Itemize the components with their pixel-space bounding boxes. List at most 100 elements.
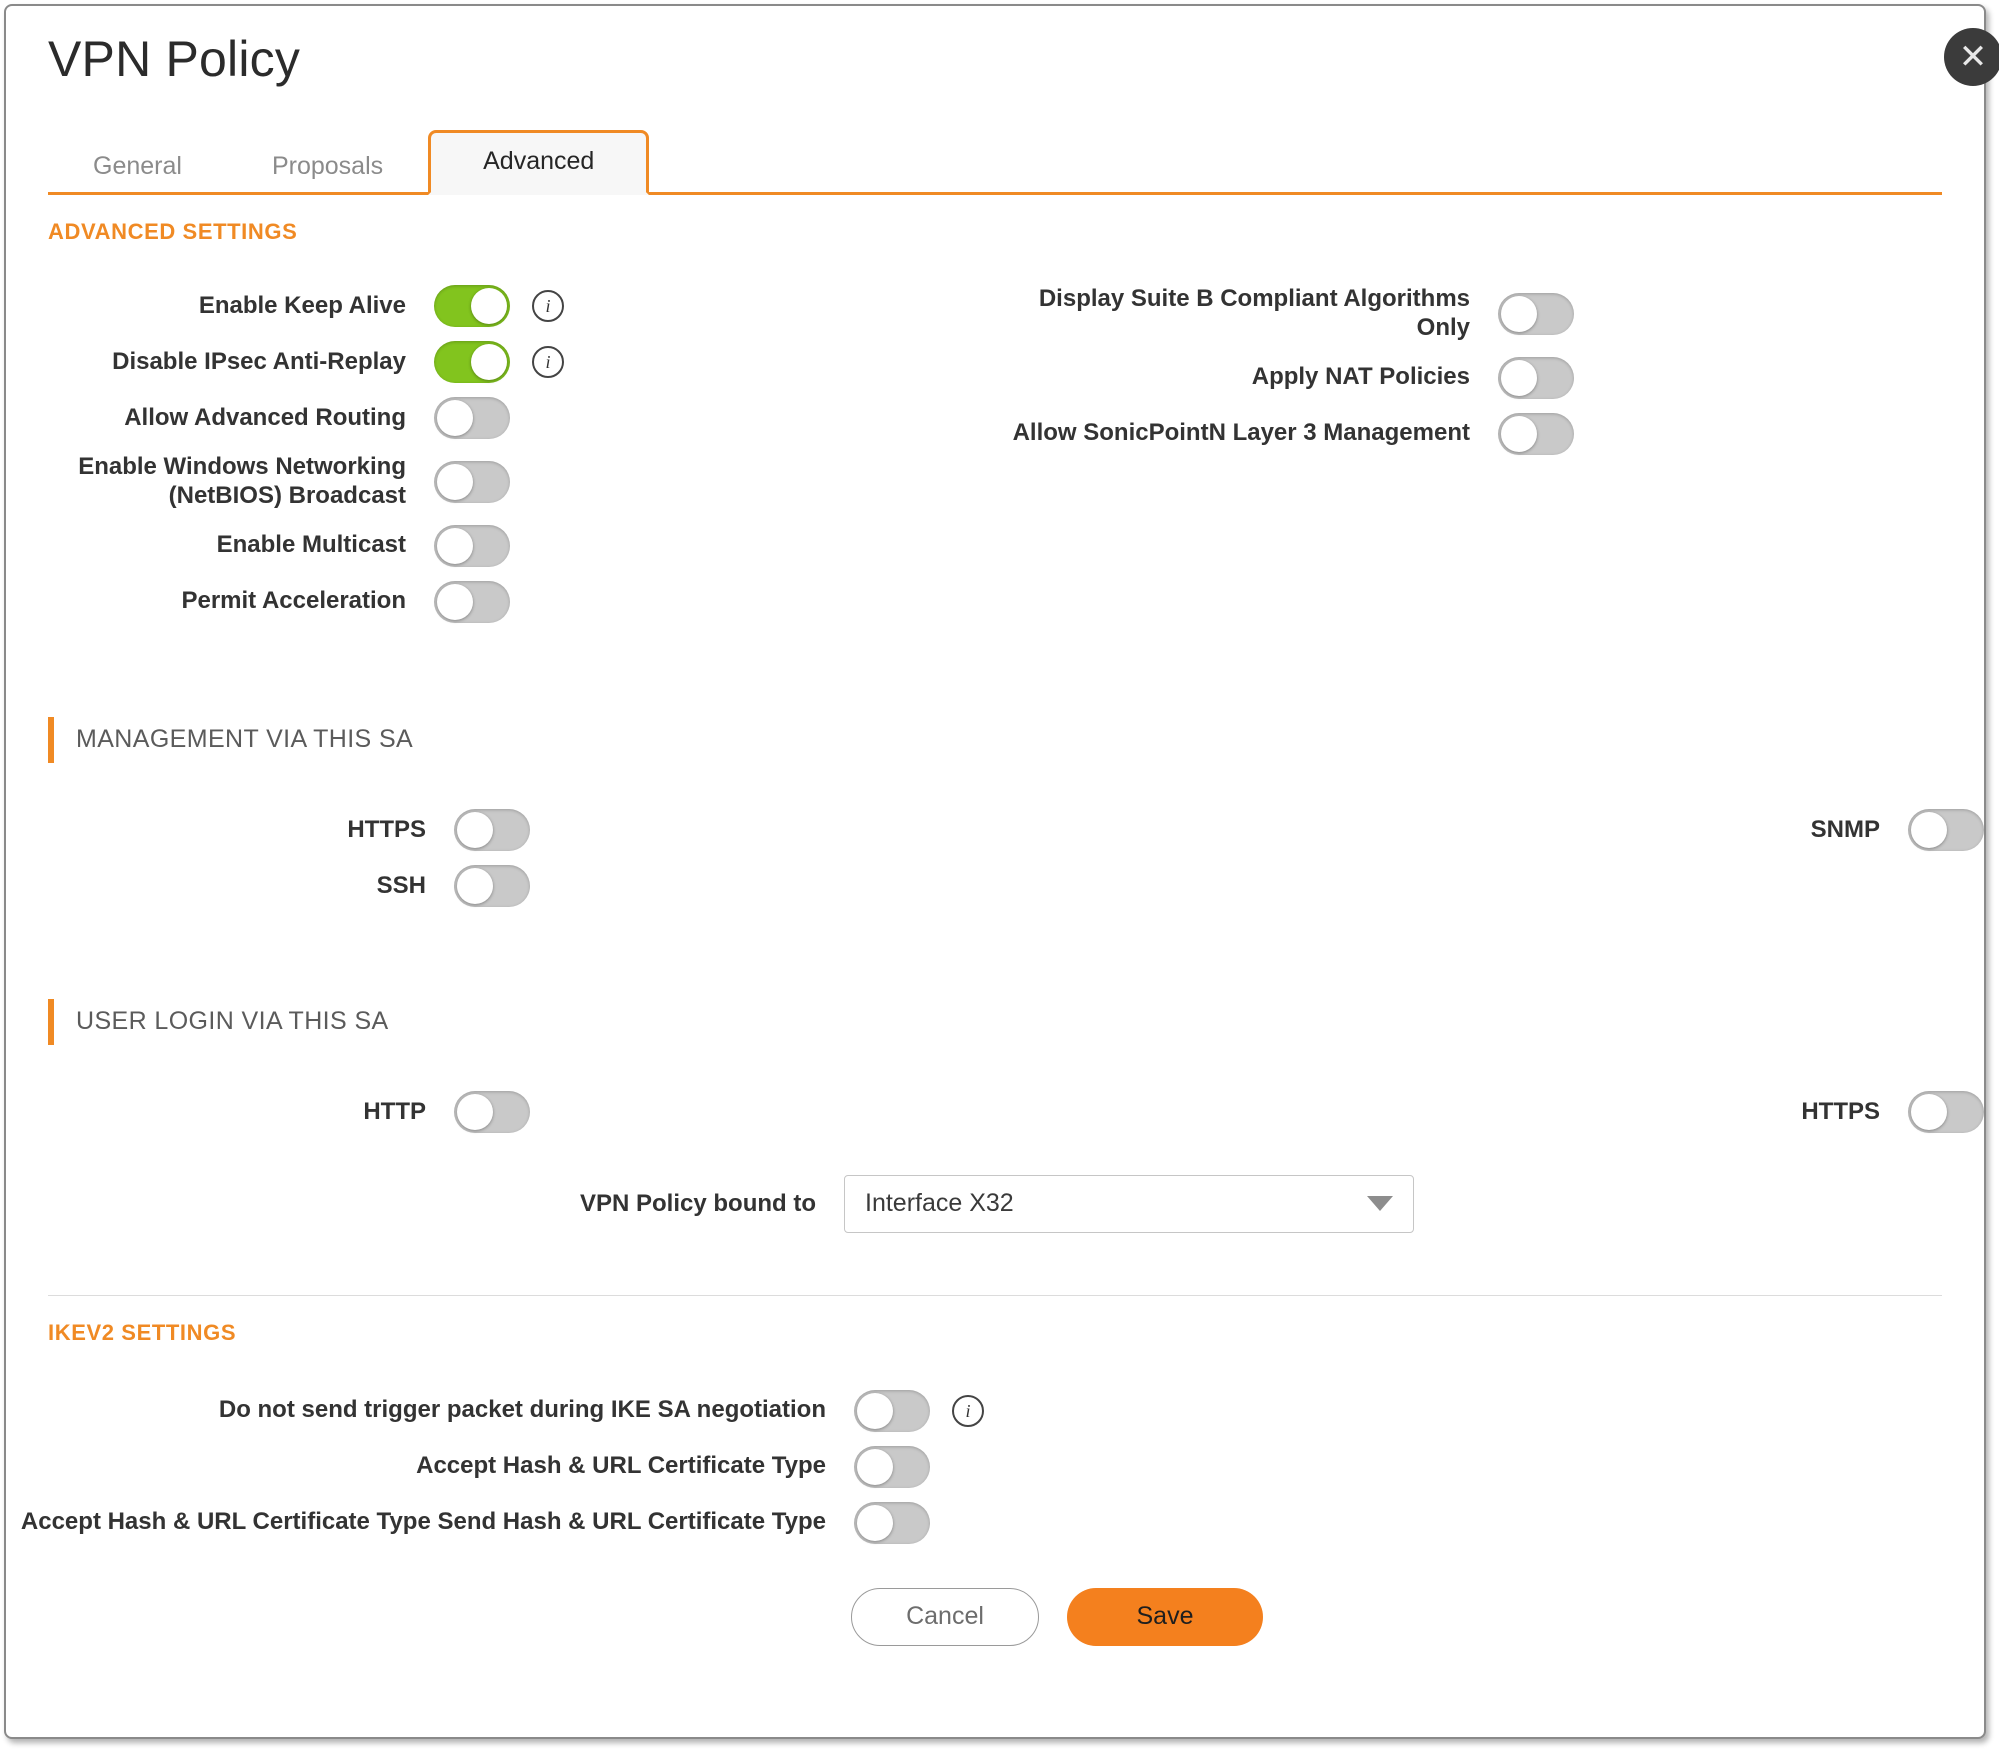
toggle-disable-ipsec-anti-replay[interactable]	[434, 341, 510, 383]
setting-row-allow-advanced-routing: Allow Advanced Routing	[6, 397, 995, 439]
toggle-knob	[437, 583, 473, 620]
setting-row-management-ssh: SSH	[6, 864, 995, 907]
user-login-sa-right-column: HTTPS	[995, 1090, 1984, 1147]
toggle-knob	[857, 1392, 893, 1429]
toggle-knob	[857, 1448, 893, 1485]
toggle-apply-nat-policies[interactable]	[1498, 356, 1574, 399]
tab-general[interactable]: General	[93, 152, 182, 180]
save-button[interactable]: Save	[1067, 1587, 1263, 1646]
toggle-knob	[857, 1504, 893, 1541]
ikev2-settings-heading: IKEV2 SETTINGS	[48, 1319, 237, 1345]
setting-label: Allow Advanced Routing	[124, 403, 406, 431]
setting-row-no-trigger-packet: Do not send trigger packet during IKE SA…	[6, 1389, 1984, 1432]
setting-label: Accept Hash & URL Certificate Type	[416, 1452, 826, 1480]
vpn-policy-bound-to-value: Interface X32	[865, 1189, 1014, 1218]
advanced-settings-heading: ADVANCED SETTINGS	[48, 219, 298, 244]
setting-row-user-login-https: HTTPS	[995, 1090, 1984, 1133]
toggle-knob	[1501, 295, 1537, 332]
setting-label: HTTPS	[1801, 1097, 1880, 1125]
setting-row-management-https: HTTPS	[6, 808, 995, 851]
vpn-policy-bound-to-label: VPN Policy bound to	[579, 1189, 816, 1217]
vpn-policy-bound-to-select[interactable]: Interface X32	[844, 1174, 1414, 1233]
toggle-no-trigger-packet[interactable]	[854, 1389, 930, 1432]
tab-proposals[interactable]: Proposals	[271, 152, 384, 180]
dialog-footer: Cancel Save	[6, 1587, 1984, 1646]
setting-label: Apply NAT Policies	[1251, 363, 1470, 391]
advanced-settings-right-column: Display Suite B Compliant Algorithms Onl…	[995, 285, 1984, 637]
setting-row-management-snmp: SNMP	[995, 808, 1984, 851]
user-login-sa-left-column: HTTP	[6, 1090, 995, 1147]
setting-label: Permit Acceleration	[181, 587, 406, 615]
info-icon[interactable]: i	[532, 290, 564, 322]
setting-label: Enable Keep Alive	[198, 291, 406, 319]
management-sa-right-column: SNMP	[995, 808, 1984, 921]
page-title: VPN Policy	[48, 31, 301, 87]
setting-label: HTTP	[363, 1097, 426, 1125]
toggle-management-ssh[interactable]	[454, 864, 530, 907]
toggle-knob	[437, 463, 473, 500]
setting-label: Accept Hash & URL Certificate Type Send …	[20, 1508, 826, 1536]
toggle-user-login-http[interactable]	[454, 1090, 530, 1133]
setting-label: SNMP	[1810, 815, 1880, 843]
toggle-knob	[457, 1093, 493, 1130]
toggle-knob	[1501, 415, 1537, 452]
setting-row-allow-sonicpointn: Allow SonicPointN Layer 3 Management	[995, 412, 1984, 455]
toggle-management-https[interactable]	[454, 808, 530, 851]
info-icon[interactable]: i	[952, 1394, 984, 1427]
section-accent-bar	[48, 716, 54, 763]
toggle-knob	[1911, 1093, 1947, 1130]
toggle-knob	[471, 288, 507, 324]
taskbar-window	[1440, 1745, 1740, 1755]
close-icon[interactable]: ✕	[1944, 28, 1999, 86]
toggle-knob	[437, 527, 473, 564]
setting-row-enable-windows-networking: Enable Windows Networking (NetBIOS) Broa…	[6, 453, 995, 511]
tab-bar: General Proposals Advanced	[48, 128, 1942, 195]
management-sa-left-column: HTTPS SSH	[6, 808, 995, 921]
cancel-button[interactable]: Cancel	[851, 1587, 1039, 1646]
management-sa-heading: MANAGEMENT VIA THIS SA	[48, 716, 1984, 763]
toggle-enable-multicast[interactable]	[434, 524, 510, 567]
setting-row-display-suite-b: Display Suite B Compliant Algorithms Onl…	[995, 285, 1984, 343]
toggle-accept-hash-url-cert[interactable]	[854, 1445, 930, 1488]
section-divider	[48, 1294, 1942, 1296]
setting-label: Enable Windows Networking (NetBIOS) Broa…	[78, 453, 406, 509]
setting-row-user-login-http: HTTP	[6, 1090, 995, 1133]
section-label: USER LOGIN VIA THIS SA	[76, 1007, 389, 1036]
setting-label: Do not send trigger packet during IKE SA…	[218, 1396, 826, 1424]
toggle-knob	[471, 344, 507, 380]
setting-label: HTTPS	[347, 815, 426, 843]
toggle-send-hash-url-cert[interactable]	[854, 1501, 930, 1544]
section-label: MANAGEMENT VIA THIS SA	[76, 725, 414, 754]
setting-row-apply-nat-policies: Apply NAT Policies	[995, 356, 1984, 399]
setting-row-disable-ipsec-anti-replay: Disable IPsec Anti-Replay i	[6, 341, 995, 383]
toggle-permit-acceleration[interactable]	[434, 580, 510, 623]
setting-label: SSH	[376, 871, 426, 899]
toggle-display-suite-b[interactable]	[1498, 292, 1574, 335]
chevron-down-icon	[1367, 1196, 1393, 1212]
info-icon[interactable]: i	[532, 346, 564, 378]
toggle-knob	[1911, 811, 1947, 848]
setting-row-enable-keep-alive: Enable Keep Alive i	[6, 285, 995, 327]
section-accent-bar	[48, 998, 54, 1045]
toggle-management-snmp[interactable]	[1908, 808, 1984, 851]
toggle-allow-sonicpointn[interactable]	[1498, 412, 1574, 455]
vpn-policy-dialog: ✕ VPN Policy General Proposals Advanced …	[4, 4, 1999, 1739]
toggle-knob	[437, 400, 473, 436]
user-login-sa-heading: USER LOGIN VIA THIS SA	[48, 998, 1984, 1045]
setting-label: Disable IPsec Anti-Replay	[112, 347, 406, 375]
setting-label: Display Suite B Compliant Algorithms Onl…	[1038, 285, 1470, 341]
setting-row-permit-acceleration: Permit Acceleration	[6, 580, 995, 623]
advanced-settings-left-column: Enable Keep Alive i Disable IPsec Anti-R…	[6, 285, 995, 637]
toggle-allow-advanced-routing[interactable]	[434, 397, 510, 439]
setting-row-enable-multicast: Enable Multicast	[6, 524, 995, 567]
toggle-enable-keep-alive[interactable]	[434, 285, 510, 327]
toggle-knob	[457, 811, 493, 848]
toggle-enable-windows-networking[interactable]	[434, 460, 510, 503]
setting-row-accept-hash-url-cert: Accept Hash & URL Certificate Type	[6, 1445, 1984, 1488]
setting-label: Enable Multicast	[216, 531, 406, 559]
toggle-knob	[457, 867, 493, 904]
toggle-user-login-https[interactable]	[1908, 1090, 1984, 1133]
vpn-policy-bound-to-row: VPN Policy bound to Interface X32	[6, 1174, 1984, 1233]
setting-label: Allow SonicPointN Layer 3 Management	[1012, 419, 1470, 447]
tab-advanced[interactable]: Advanced	[428, 130, 650, 195]
